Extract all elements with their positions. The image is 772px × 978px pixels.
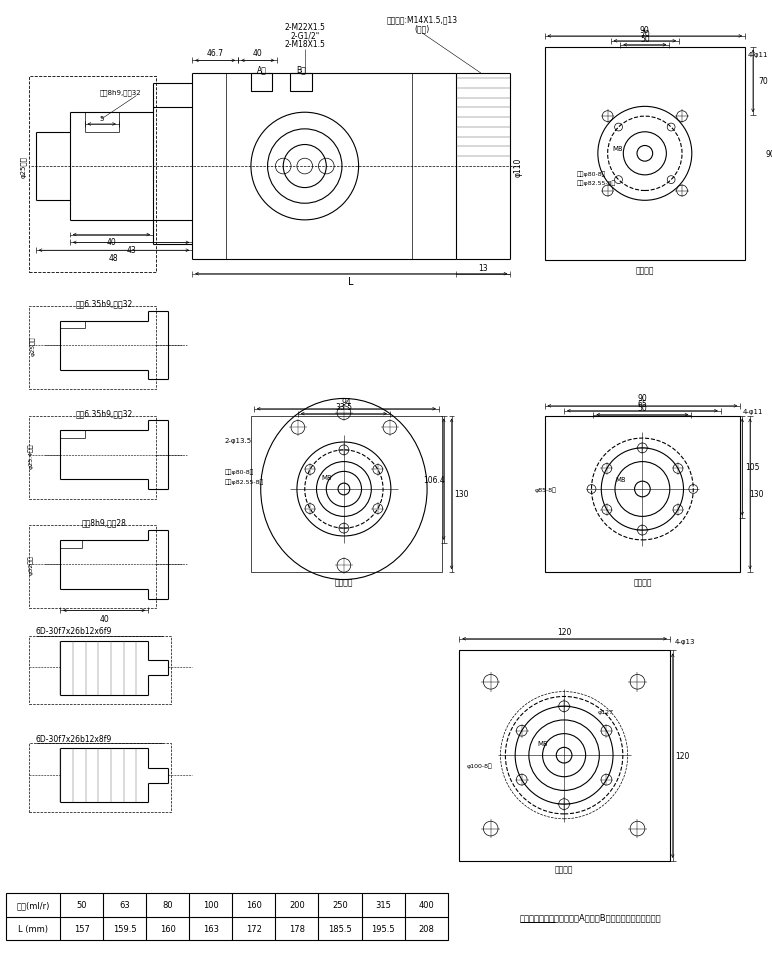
Text: φ25键槽: φ25键槽 (19, 156, 26, 178)
Bar (544, 48, 745, 261)
Text: 平键8h9,键长32: 平键8h9,键长32 (100, 89, 141, 96)
Text: 菱形法兰: 菱形法兰 (334, 578, 353, 587)
Text: 130: 130 (454, 490, 469, 499)
Text: 120: 120 (676, 751, 689, 760)
Text: 50: 50 (76, 901, 87, 910)
Text: 160: 160 (246, 901, 262, 910)
Text: 50: 50 (638, 404, 647, 413)
Text: 185.5: 185.5 (328, 924, 352, 933)
Text: 5: 5 (100, 116, 104, 122)
Text: 2-M22X1.5: 2-M22X1.5 (284, 22, 325, 31)
Bar (459, 650, 670, 861)
Text: 157: 157 (73, 924, 90, 933)
Text: 4-φ13: 4-φ13 (675, 638, 695, 645)
Text: 160: 160 (160, 924, 176, 933)
Text: 40: 40 (107, 238, 117, 246)
Text: φ127: φ127 (597, 709, 613, 714)
Bar (29, 525, 156, 608)
Text: M8: M8 (537, 740, 548, 746)
Text: 可选φ82.55-8级: 可选φ82.55-8级 (225, 479, 264, 484)
Bar (544, 417, 740, 572)
Text: 159.5: 159.5 (113, 924, 137, 933)
Text: 200: 200 (289, 901, 305, 910)
Text: 315: 315 (375, 901, 391, 910)
Text: 可选φ82.55-8级: 可选φ82.55-8级 (577, 181, 615, 186)
Text: 178: 178 (289, 924, 305, 933)
Bar (29, 307, 156, 390)
Text: 105: 105 (745, 463, 759, 472)
Text: A口: A口 (257, 66, 266, 74)
Bar (251, 417, 442, 572)
Text: 94: 94 (341, 398, 351, 407)
Text: 250: 250 (332, 901, 348, 910)
Text: 6D-30f7x26b12x8f9: 6D-30f7x26b12x8f9 (36, 734, 112, 743)
Text: φ110: φ110 (513, 157, 523, 177)
Text: 43: 43 (126, 245, 136, 254)
Bar (290, 74, 312, 92)
Text: 172: 172 (246, 924, 262, 933)
Text: B口: B口 (296, 66, 306, 74)
Text: 46.7: 46.7 (207, 49, 224, 58)
Text: 90: 90 (638, 394, 647, 403)
Text: M8: M8 (321, 474, 331, 481)
Text: 100: 100 (203, 901, 218, 910)
Text: 小方法兰: 小方法兰 (635, 266, 654, 275)
Text: 2-G1/2": 2-G1/2" (290, 31, 320, 40)
Bar (29, 743, 171, 812)
Bar (29, 417, 156, 499)
Text: 标准旋向：面对输出轴，当A口进油B口回油，马达顺时针旋转: 标准旋向：面对输出轴，当A口进油B口回油，马达顺时针旋转 (520, 912, 662, 921)
Text: 平键8h9,键长28: 平键8h9,键长28 (82, 518, 127, 527)
Text: 400: 400 (418, 901, 434, 910)
Text: 195.5: 195.5 (371, 924, 394, 933)
Text: 40: 40 (100, 614, 109, 623)
Text: 大方法兰: 大方法兰 (555, 865, 574, 873)
Text: 90: 90 (640, 25, 650, 34)
Text: 48: 48 (109, 253, 119, 262)
Text: L: L (348, 276, 354, 287)
Text: 止口φ80-8级: 止口φ80-8级 (577, 171, 606, 176)
Text: 80: 80 (162, 901, 173, 910)
Text: 4-φ11: 4-φ11 (743, 408, 764, 415)
Text: L (mm): L (mm) (19, 924, 48, 933)
Text: 平键6.35h9,键长32: 平键6.35h9,键长32 (76, 299, 133, 308)
Text: M8: M8 (612, 147, 623, 153)
Text: 63: 63 (120, 901, 130, 910)
Text: 70: 70 (640, 30, 650, 39)
Text: 106.4: 106.4 (423, 475, 445, 484)
Text: 长方法兰: 长方法兰 (633, 578, 652, 587)
Text: 外泄油口:M14X1.5,深13: 外泄油口:M14X1.5,深13 (387, 16, 458, 24)
Text: 止口φ80-8级: 止口φ80-8级 (225, 469, 254, 474)
Text: 90: 90 (766, 150, 772, 158)
Text: 130: 130 (750, 490, 764, 499)
Text: φ100-8级: φ100-8级 (466, 763, 492, 768)
Text: 70: 70 (758, 77, 767, 86)
Text: 40: 40 (253, 49, 262, 58)
Text: 208: 208 (418, 924, 434, 933)
Text: 2-M18X1.5: 2-M18X1.5 (284, 40, 325, 49)
Text: 4-φ11: 4-φ11 (748, 53, 769, 59)
Bar (251, 74, 273, 92)
Text: M8: M8 (615, 476, 626, 483)
Text: 120: 120 (557, 628, 572, 637)
Bar (6, 893, 448, 940)
Text: 平键6.35h9,键长32: 平键6.35h9,键长32 (76, 409, 133, 418)
Text: 13: 13 (478, 264, 488, 273)
Text: 6D-30f7x26b12x6f9: 6D-30f7x26b12x6f9 (36, 627, 112, 636)
Text: 排量(ml/r): 排量(ml/r) (16, 901, 50, 910)
Bar (29, 636, 171, 704)
Text: 163: 163 (203, 924, 218, 933)
Bar (29, 77, 156, 273)
Text: 65: 65 (638, 400, 647, 409)
Text: φ25.4键槽: φ25.4键槽 (28, 442, 33, 468)
Text: 33.5: 33.5 (335, 403, 352, 412)
Text: φ32键槽: φ32键槽 (28, 555, 33, 575)
Text: 50: 50 (640, 35, 650, 44)
Text: φ85-8级: φ85-8级 (535, 487, 557, 492)
Text: 2-φ13.5: 2-φ13.5 (225, 437, 252, 444)
Text: φ25键槽: φ25键槽 (30, 336, 36, 356)
Text: (可选): (可选) (415, 24, 430, 33)
